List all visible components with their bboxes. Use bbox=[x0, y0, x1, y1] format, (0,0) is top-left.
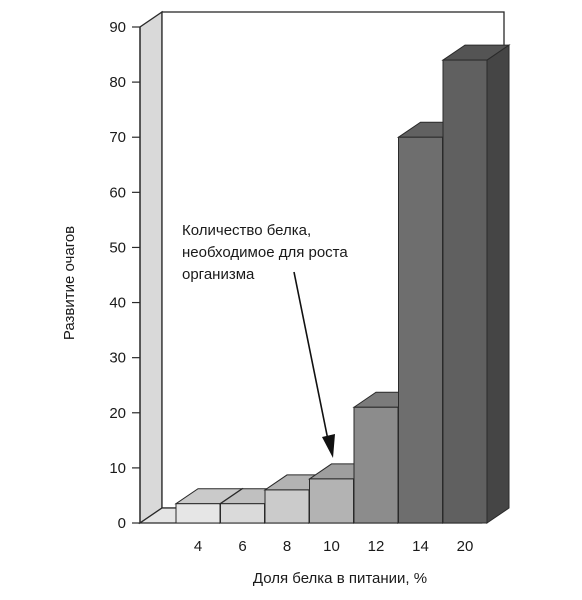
annotation: Количество белка, необходимое для роста … bbox=[182, 222, 348, 458]
x-tick-label: 6 bbox=[238, 538, 246, 555]
y-tick-label: 80 bbox=[109, 74, 126, 91]
x-tick-label: 4 bbox=[194, 538, 202, 555]
y-tick-label: 70 bbox=[109, 129, 126, 146]
annotation-arrow-shaft bbox=[293, 271, 329, 441]
bar-front bbox=[353, 406, 399, 524]
bar-front bbox=[309, 478, 354, 524]
annotation-arrow-head bbox=[322, 434, 335, 458]
x-tick-label: 8 bbox=[283, 538, 291, 555]
x-tick-label: 10 bbox=[323, 538, 340, 555]
y-tick-label: 30 bbox=[109, 350, 126, 367]
bar-front bbox=[398, 136, 443, 524]
y-axis-title: Развитие очагов bbox=[61, 226, 78, 340]
y-tick-label: 0 bbox=[118, 515, 126, 532]
bar-front bbox=[442, 59, 488, 524]
annotation-line-3: организма bbox=[182, 266, 255, 283]
y-axis: 0 10 20 30 40 50 60 70 80 90 bbox=[109, 19, 141, 532]
left-wall bbox=[139, 10, 163, 525]
y-tick-label: 60 bbox=[109, 184, 126, 201]
bars bbox=[174, 44, 511, 524]
y-tick-label: 90 bbox=[109, 19, 126, 36]
y-tick-label: 40 bbox=[109, 295, 126, 312]
x-tick-label: 14 bbox=[412, 538, 429, 555]
bar-front bbox=[264, 489, 310, 524]
x-axis-title: Доля белка в питании, % bbox=[253, 570, 427, 587]
x-tick-label: 12 bbox=[368, 538, 385, 555]
bar-side bbox=[486, 44, 510, 524]
bar-front bbox=[175, 503, 221, 524]
x-axis: 4 6 8 10 12 14 20 bbox=[194, 538, 474, 555]
x-tick-label: 20 bbox=[457, 538, 474, 555]
annotation-line-1: Количество белка, bbox=[182, 222, 311, 239]
y-tick-label: 50 bbox=[109, 239, 126, 256]
annotation-line-2: необходимое для роста bbox=[182, 244, 348, 261]
y-tick-label: 10 bbox=[109, 460, 126, 477]
bar-20 bbox=[441, 44, 511, 524]
bar-front bbox=[220, 503, 265, 524]
y-tick-label: 20 bbox=[109, 405, 126, 422]
